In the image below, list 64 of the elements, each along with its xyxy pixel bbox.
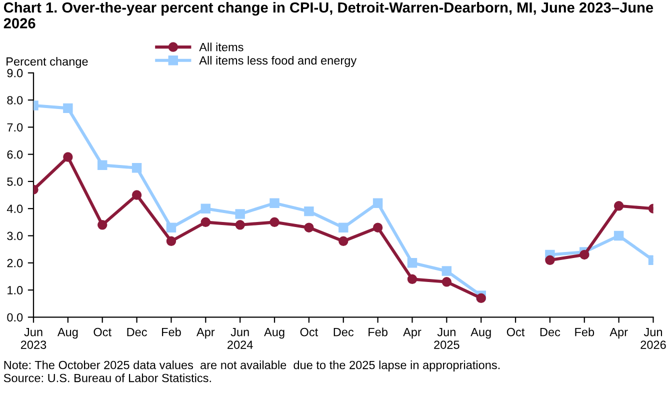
- legend-label: All items less food and energy: [199, 56, 357, 67]
- x-tick-label: Oct: [94, 328, 112, 336]
- y-tick-label: 0.0: [7, 313, 23, 322]
- x-tick-label: Dec: [127, 328, 147, 336]
- point: [270, 198, 280, 208]
- x-tick-label: Dec: [540, 328, 560, 336]
- x-tick-label: Feb: [162, 328, 181, 336]
- x-tick-label: Jun 2024: [228, 328, 253, 349]
- point: [235, 209, 245, 219]
- y-tick-label: 5.0: [7, 177, 23, 186]
- point: [442, 266, 452, 276]
- x-tick-label: Feb: [575, 328, 594, 336]
- point: [407, 274, 418, 284]
- x-tick-label: Aug: [264, 328, 284, 339]
- point: [338, 222, 348, 232]
- point: [200, 217, 211, 228]
- x-tick-label: Apr: [610, 328, 628, 339]
- x-tick-label: Jun 2025: [434, 328, 460, 349]
- source-note: Source: U.S. Bureau of Labor Statistics.: [4, 374, 211, 382]
- point: [166, 236, 176, 246]
- point: [304, 206, 314, 216]
- point: [476, 293, 486, 304]
- x-tick-label: Jun 2026: [640, 328, 666, 349]
- x-tick-label: Jun 2023: [20, 328, 46, 349]
- x-tick-label: Apr: [196, 328, 215, 339]
- point: [614, 201, 624, 211]
- point: [166, 222, 176, 232]
- point: [372, 198, 383, 208]
- point: [338, 236, 348, 246]
- text: Note: The October 2025 data values are not available due to the 2025 lapse in appropriations.: [4, 360, 500, 372]
- y-tick-label: 1.0: [8, 286, 23, 294]
- point: [200, 204, 211, 214]
- point: [63, 103, 73, 114]
- y-tick-label: 7.0: [7, 123, 23, 132]
- y-axis-title: Percent change: [6, 57, 88, 68]
- point: [63, 152, 73, 162]
- y-tick-label: 8.0: [7, 96, 23, 104]
- point: [270, 217, 280, 228]
- x-tick-label: Apr: [403, 328, 422, 339]
- point: [98, 220, 108, 230]
- point: [235, 220, 245, 230]
- point: [372, 222, 383, 232]
- point: [407, 258, 418, 268]
- point: [580, 250, 590, 260]
- x-tick-label: Dec: [334, 328, 354, 336]
- point: [442, 277, 452, 287]
- x-tick-label: Feb: [368, 328, 388, 336]
- chart-title: Chart 1. Over-the-year percent change in CPI-U, Detroit-Warren-Dearborn, MI, June 2023–June 2026: [4, 2, 654, 28]
- y-tick-label: 4.0: [6, 204, 23, 213]
- y-tick-label: 9.0: [7, 68, 23, 78]
- x-tick-label: Aug: [57, 328, 78, 339]
- point: [614, 230, 624, 241]
- y-tick-label: 3.0: [7, 232, 23, 240]
- y-tick-label: 2.0: [7, 258, 23, 268]
- point: [132, 163, 142, 173]
- x-tick-label: Oct: [506, 328, 525, 336]
- x-tick-label: Aug: [470, 328, 491, 339]
- x-tick-label: Oct: [300, 328, 318, 336]
- legend-label: All items: [199, 42, 244, 52]
- y-tick-label: 6.0: [7, 150, 23, 159]
- point: [304, 222, 314, 232]
- point: [98, 160, 108, 170]
- point: [132, 190, 142, 200]
- point: [545, 255, 555, 266]
